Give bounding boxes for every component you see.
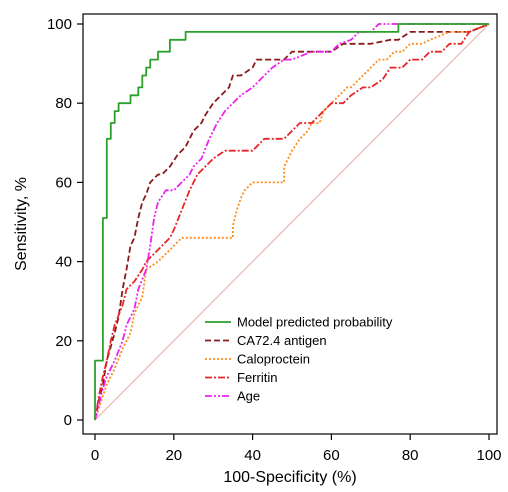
x-tick-label: 80: [402, 447, 419, 464]
x-tick-label: 0: [91, 447, 99, 464]
legend-label: Age: [237, 389, 260, 404]
x-tick-label: 100: [476, 447, 501, 464]
x-axis-title: 100-Specificity (%): [223, 469, 356, 486]
series-line-caloproctein: [94, 23, 490, 421]
series-lines: [94, 23, 490, 421]
x-tick-label: 20: [165, 447, 182, 464]
y-tick-label: 60: [55, 174, 72, 191]
y-axis-ticks: 0 20 40 60 80 100: [47, 16, 83, 429]
y-tick-label: 40: [55, 254, 72, 271]
y-axis-title: Sensitivity, %: [13, 177, 30, 271]
y-tick-label: 20: [55, 333, 72, 350]
series-line-ferritin: [94, 23, 490, 421]
x-tick-label: 60: [323, 447, 340, 464]
legend-label: Model predicted probability: [237, 315, 393, 330]
series-line-model-predicted-probability: [94, 23, 489, 420]
series-line-ca72-4-antigen: [94, 23, 490, 421]
series-line-age: [94, 23, 489, 421]
x-axis-ticks: 0 20 40 60 80 100: [91, 434, 502, 464]
x-tick-label: 40: [244, 447, 261, 464]
plot-frame: [82, 13, 498, 435]
reference-diagonal-line: [94, 23, 490, 421]
y-tick-label: 80: [55, 95, 72, 112]
legend-label: CA72.4 antigen: [237, 333, 327, 348]
y-tick-label: 100: [47, 16, 72, 33]
legend: Model predicted probability CA72.4 antige…: [205, 315, 393, 404]
legend-label: Ferritin: [237, 370, 277, 385]
y-tick-label: 0: [64, 412, 72, 429]
legend-label: Caloproctein: [237, 352, 310, 367]
